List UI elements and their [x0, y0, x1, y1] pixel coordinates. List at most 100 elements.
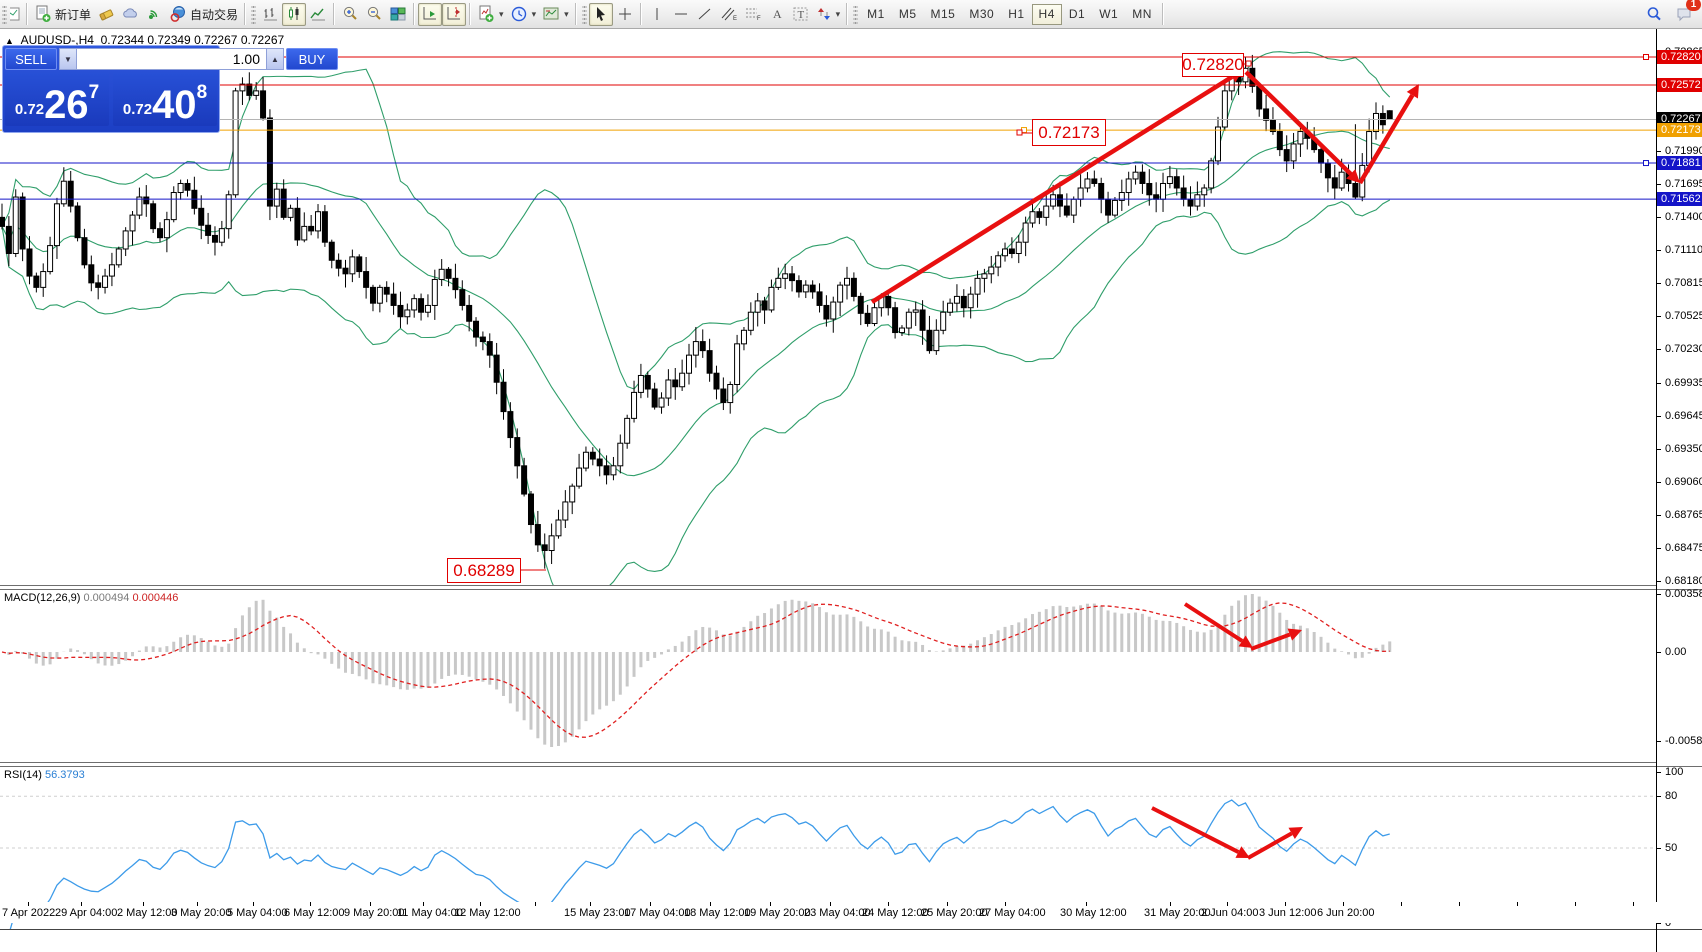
trend-arrow-line[interactable]	[1244, 70, 1353, 176]
pane-separator[interactable]	[0, 763, 1702, 766]
trend-arrow-head[interactable]	[1235, 846, 1250, 858]
time-axis[interactable]: 7 Apr 2022 29 Apr 04:00 2 May 12:00 3 May 2…	[0, 902, 1702, 923]
pane-separator[interactable]	[0, 762, 1702, 763]
timeframe-h4-button[interactable]: H4	[1031, 3, 1062, 25]
text-tool-button[interactable]: A	[765, 3, 789, 26]
templates-button[interactable]: ▾	[539, 3, 572, 26]
new-order-button[interactable]: 新订单	[31, 3, 94, 26]
timeframe-m15-button[interactable]: M15	[924, 4, 963, 25]
timeframe-mn-button[interactable]: MN	[1125, 4, 1159, 25]
candle-body	[692, 341, 699, 356]
main-price-scale[interactable]: 0.728650.719900.716950.714000.711100.708…	[1657, 29, 1702, 588]
auto-trading-button[interactable]: 自动交易	[166, 3, 241, 26]
candle-body	[953, 295, 960, 304]
price-tick-label: 0.70815	[1665, 277, 1702, 290]
candlestick-chart-button[interactable]	[282, 2, 307, 26]
chart-window-icon[interactable]	[9, 3, 23, 26]
timeframe-d1-button[interactable]: D1	[1062, 4, 1092, 25]
pane-separator[interactable]	[0, 585, 1702, 586]
horizontal-line-tool-button[interactable]	[669, 3, 693, 26]
candle-body	[850, 277, 857, 297]
volume-input[interactable]	[77, 48, 266, 70]
candle-body	[727, 383, 734, 404]
time-label: 3 Jun 12:00	[1259, 907, 1317, 919]
chart-shift-button[interactable]	[442, 2, 467, 26]
pane-separator[interactable]	[0, 589, 1702, 590]
auto-scroll-button[interactable]	[418, 2, 443, 26]
tile-windows-icon	[390, 7, 406, 21]
timeframe-m1-button[interactable]: M1	[860, 4, 892, 25]
price-callout[interactable]: 0.72820	[1182, 53, 1244, 77]
trendline-tool-button[interactable]	[693, 3, 717, 26]
line-chart-button[interactable]	[306, 3, 330, 26]
volume-increase-button[interactable]: ▲	[266, 48, 284, 70]
line-handle[interactable]	[1643, 54, 1649, 60]
trend-arrow-line[interactable]	[1358, 94, 1415, 185]
price-badge: 0.71562	[1657, 192, 1702, 207]
publisher-button[interactable]	[118, 3, 142, 26]
signals-button[interactable]	[142, 3, 166, 26]
trend-arrow-head[interactable]	[1287, 628, 1302, 641]
zoom-out-button[interactable]	[362, 3, 386, 26]
equidistant-channel-tool-button[interactable]: E	[717, 3, 741, 26]
time-label: 19 May 20:00	[744, 907, 811, 919]
arrows-tool-button[interactable]: ▾	[813, 3, 844, 26]
macd-scale[interactable]: 0.003587 0.00 -0.005873	[1657, 588, 1702, 765]
candle-body	[960, 295, 967, 309]
candle-body	[665, 379, 672, 399]
periods-button[interactable]: ▾	[507, 3, 540, 26]
candle-body	[830, 301, 837, 320]
vertical-line-tool-button[interactable]	[645, 3, 669, 26]
notifications-button[interactable]: 1	[1672, 0, 1701, 26]
trend-arrow-line[interactable]	[1151, 806, 1240, 854]
toolbar-grip[interactable]	[853, 4, 859, 24]
pane-separator[interactable]	[0, 586, 1702, 589]
fibonacci-tool-button[interactable]: F	[741, 3, 765, 26]
toolbar-grip[interactable]	[581, 4, 587, 24]
buy-button[interactable]: BUY	[286, 48, 338, 70]
price-callout[interactable]: 0.68289	[447, 558, 521, 583]
rsi-tick	[1657, 923, 1661, 924]
candle-body	[1056, 194, 1063, 207]
text-label-tool-button[interactable]: T	[789, 3, 813, 26]
candle-body	[47, 245, 54, 273]
candle-body	[356, 256, 363, 273]
volume-decrease-button[interactable]: ▼	[59, 48, 77, 70]
sell-button[interactable]: SELL	[5, 48, 57, 70]
eraser-button[interactable]	[94, 3, 118, 26]
buy-price[interactable]: 0.72 40 8	[113, 73, 217, 126]
timeframe-m5-button[interactable]: M5	[892, 4, 924, 25]
timeframe-h1-button[interactable]: H1	[1001, 4, 1031, 25]
sell-price[interactable]: 0.72 26 7	[5, 73, 109, 126]
chart-shift-icon	[447, 7, 461, 20]
cloud-icon	[123, 8, 137, 18]
pane-separator[interactable]	[0, 766, 1702, 767]
tile-windows-button[interactable]	[386, 3, 410, 26]
crosshair-tool-button[interactable]	[613, 3, 637, 26]
toolbar-grip[interactable]	[2, 4, 7, 24]
trend-arrow-line[interactable]	[1250, 632, 1291, 651]
indicators-button[interactable]: ▾	[474, 3, 507, 26]
trend-arrow-head[interactable]	[1238, 635, 1253, 648]
search-button[interactable]	[1642, 3, 1666, 26]
time-tick	[28, 902, 29, 906]
line-handle[interactable]	[1643, 160, 1649, 167]
zoom-in-button[interactable]	[338, 3, 362, 26]
collapse-panel-icon[interactable]: ▲	[5, 36, 14, 46]
price-callout[interactable]: 0.72173	[1032, 119, 1106, 146]
trend-arrow-line[interactable]	[870, 74, 1234, 304]
trend-arrow-head[interactable]	[1406, 84, 1419, 99]
bar-chart-button[interactable]	[258, 3, 282, 26]
cursor-tool-button[interactable]	[588, 2, 613, 26]
trend-arrow-head[interactable]	[1288, 827, 1303, 840]
trend-arrow-head[interactable]	[1346, 169, 1360, 183]
trend-arrow-line[interactable]	[1247, 831, 1293, 860]
toolbar-grip[interactable]	[251, 4, 257, 24]
candle-body	[686, 354, 692, 374]
timeframe-m30-button[interactable]: M30	[962, 4, 1001, 25]
macd-pane-plot[interactable]	[0, 590, 1656, 765]
timeframe-w1-button[interactable]: W1	[1092, 4, 1125, 25]
candle-body	[1015, 241, 1022, 254]
trend-arrow-line[interactable]	[1183, 602, 1244, 643]
main-chart-plot[interactable]	[0, 29, 1656, 588]
